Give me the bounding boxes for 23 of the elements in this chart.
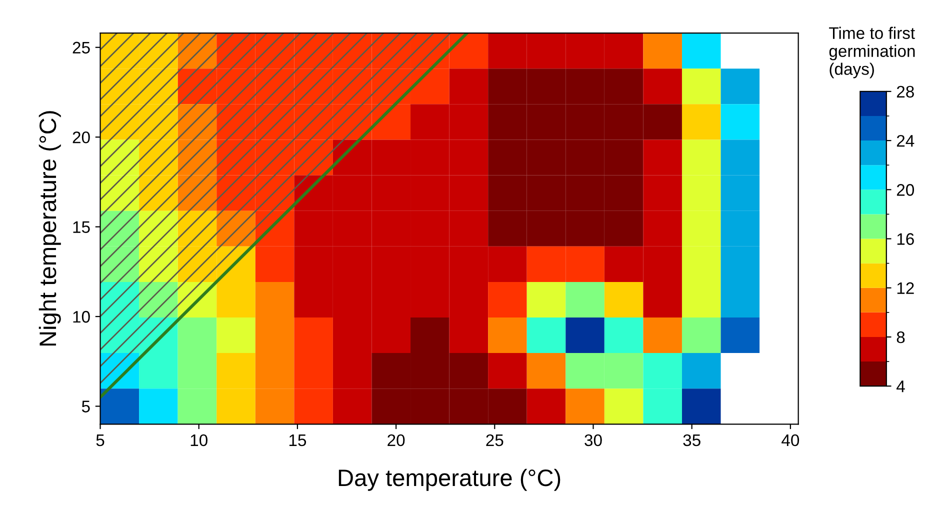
color-bar-label: 28 [896,86,914,98]
y-axis-title: Night temperature (°C) [38,111,61,346]
x-tick-label: 10 [190,434,208,446]
x-tick-label: 40 [782,434,800,446]
color-bar-label: 16 [897,233,914,245]
x-tick-label: 30 [584,434,602,446]
x-tick-label: 35 [683,434,700,446]
color-bar-label: 12 [897,282,914,294]
color-bar-label: 8 [896,331,905,344]
color-bar-title: Time to first germination (days) [829,26,915,78]
x-tick-label: 5 [96,434,104,446]
y-tick-label: 5 [82,400,90,412]
y-tick-label: 10 [73,310,90,323]
x-tick-label: 15 [289,434,306,446]
y-tick-label: 20 [72,131,90,144]
color-bar-label: 20 [896,184,914,196]
color-bar-label: 24 [896,134,914,147]
x-tick-label: 25 [486,434,504,446]
x-tick-label: 20 [388,434,405,446]
x-axis-title: Day temperature (°C) [338,468,560,491]
y-tick-label: 15 [73,221,90,234]
color-bar-label: 4 [896,380,905,392]
y-tick-label: 25 [72,42,90,54]
